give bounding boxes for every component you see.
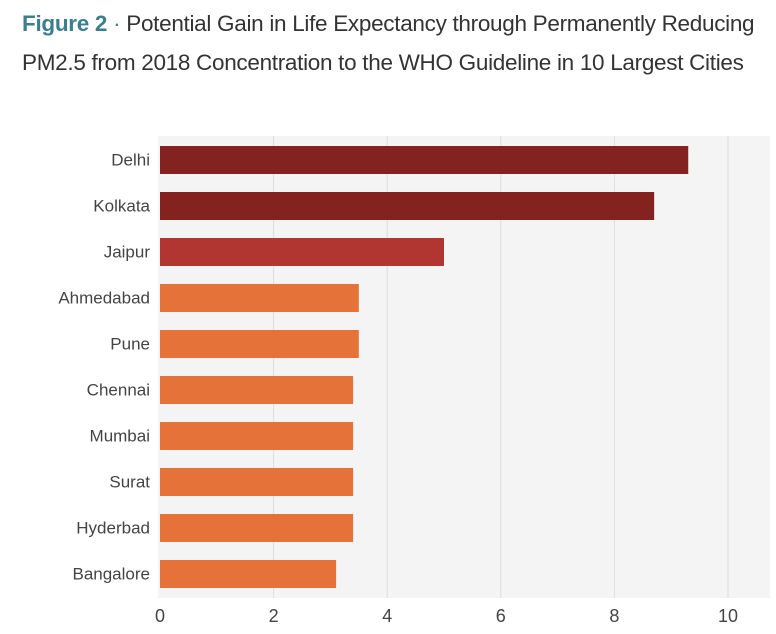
x-tick-label-0: 0 — [155, 606, 165, 626]
category-label-delhi: Delhi — [111, 151, 150, 170]
bar-ahmedabad — [160, 284, 359, 312]
x-tick-label-4: 4 — [382, 606, 392, 626]
bar-pune — [160, 330, 359, 358]
category-label-chennai: Chennai — [87, 381, 150, 400]
category-label-ahmedabad: Ahmedabad — [58, 289, 150, 308]
category-label-surat: Surat — [109, 473, 150, 492]
x-tick-label-2: 2 — [269, 606, 279, 626]
x-tick-label-8: 8 — [609, 606, 619, 626]
bar-jaipur — [160, 238, 444, 266]
category-labels: Delhi Kolkata Jaipur Ahmedabad Pune Chennai Mu… — [58, 151, 150, 584]
category-label-bangalore: Bangalore — [72, 565, 150, 584]
title-separator: · — [113, 11, 121, 36]
figure-title-text: Potential Gain in Life Expectancy throug… — [22, 11, 755, 75]
x-tick-label-6: 6 — [496, 606, 506, 626]
category-label-jaipur: Jaipur — [104, 243, 151, 262]
bar-kolkata — [160, 192, 655, 220]
bar-bangalore — [160, 560, 337, 588]
bars — [160, 146, 689, 588]
x-tick-labels: 0 2 4 6 8 10 — [155, 606, 738, 626]
category-label-pune: Pune — [110, 335, 150, 354]
category-label-mumbai: Mumbai — [90, 427, 150, 446]
chart-title: Figure 2 · Potential Gain in Life Expect… — [22, 4, 767, 82]
bar-chennai — [160, 376, 354, 404]
bar-hyderbad — [160, 514, 354, 542]
category-label-hyderbad: Hyderbad — [76, 519, 150, 538]
bar-mumbai — [160, 422, 354, 450]
x-tick-label-10: 10 — [718, 606, 738, 626]
bar-delhi — [160, 146, 689, 174]
bar-surat — [160, 468, 354, 496]
category-label-kolkata: Kolkata — [93, 197, 150, 216]
figure-label: Figure 2 — [22, 11, 108, 36]
